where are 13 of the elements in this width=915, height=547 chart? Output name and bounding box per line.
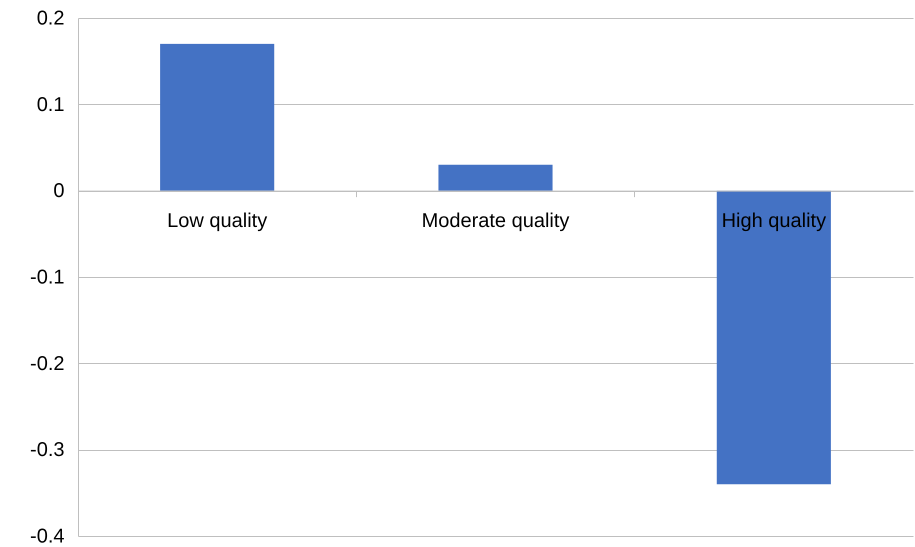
y-tick-label: -0.4 [30, 526, 64, 547]
x-tick-label: High quality [722, 210, 826, 232]
x-tick-label: Moderate quality [422, 210, 570, 232]
y-tick-label: 0.2 [36, 8, 64, 30]
x-tick-label: Low quality [167, 210, 268, 232]
y-tick-label: -0.3 [30, 439, 64, 462]
bar [716, 190, 831, 484]
y-tick-label: -0.1 [30, 266, 64, 288]
y-tick-label: -0.2 [30, 352, 64, 375]
bar [160, 44, 274, 191]
bar [438, 164, 553, 191]
y-tick-label: 0.1 [36, 94, 64, 116]
y-tick-label: 0 [53, 180, 64, 202]
